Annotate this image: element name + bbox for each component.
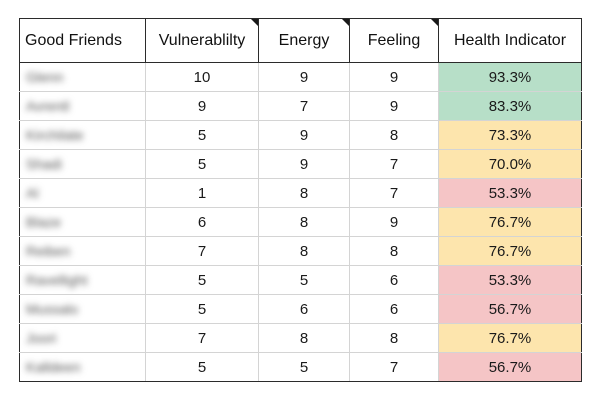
health-indicator-cell[interactable]: 73.3% [438, 120, 582, 150]
header-vulnerability[interactable]: Vulnerablilty [145, 18, 259, 63]
energy-cell[interactable]: 8 [258, 178, 350, 208]
health-indicator-cell[interactable]: 53.3% [438, 178, 582, 208]
friend-name-blurred: Kirchilate [26, 126, 84, 143]
friend-name-cell[interactable]: Avrentl [19, 91, 146, 121]
energy-cell[interactable]: 8 [258, 207, 350, 237]
header-feeling[interactable]: Feeling [349, 18, 439, 63]
friend-name-blurred: Shadi [26, 155, 62, 172]
feeling-cell[interactable]: 9 [349, 207, 439, 237]
friend-name-cell[interactable]: Blaze [19, 207, 146, 237]
comment-indicator-icon[interactable] [251, 19, 258, 26]
energy-cell[interactable]: 8 [258, 236, 350, 266]
friend-name-blurred: Mussalo [26, 300, 79, 317]
header-row: Good Friends Vulnerablilty Energy Feelin… [19, 18, 582, 63]
vulnerability-cell[interactable]: 9 [145, 91, 259, 121]
spreadsheet-range: Good Friends Vulnerablilty Energy Feelin… [19, 18, 582, 382]
health-indicator-cell[interactable]: 76.7% [438, 207, 582, 237]
feeling-cell[interactable]: 6 [349, 294, 439, 324]
feeling-cell[interactable]: 8 [349, 236, 439, 266]
friend-name-blurred: Ravellight [26, 271, 88, 288]
feeling-cell[interactable]: 6 [349, 265, 439, 295]
vulnerability-cell[interactable]: 5 [145, 294, 259, 324]
feeling-cell[interactable]: 9 [349, 62, 439, 92]
energy-cell[interactable]: 8 [258, 323, 350, 353]
health-indicator-cell[interactable]: 56.7% [438, 294, 582, 324]
friend-name-blurred: Reiben [26, 242, 71, 259]
friend-name-cell[interactable]: Shadi [19, 149, 146, 179]
friend-name-blurred: Avrentl [26, 97, 70, 114]
friend-name-blurred: Joori [26, 329, 57, 346]
vulnerability-cell[interactable]: 7 [145, 236, 259, 266]
health-indicator-cell[interactable]: 76.7% [438, 323, 582, 353]
header-energy[interactable]: Energy [258, 18, 350, 63]
energy-cell[interactable]: 9 [258, 120, 350, 150]
vulnerability-cell[interactable]: 7 [145, 323, 259, 353]
table-body: Glenn 10 9 9 93.3% Avrentl 9 7 9 83.3% Kirchilate 5… [19, 62, 582, 382]
header-good-friends[interactable]: Good Friends [19, 18, 146, 63]
health-indicator-cell[interactable]: 70.0% [438, 149, 582, 179]
header-energy-label: Energy [278, 31, 330, 49]
friend-name-cell[interactable]: Reiben [19, 236, 146, 266]
health-indicator-cell[interactable]: 83.3% [438, 91, 582, 121]
table-row: Reiben 7 8 8 76.7% [19, 236, 582, 266]
feeling-cell[interactable]: 8 [349, 323, 439, 353]
health-indicator-cell[interactable]: 93.3% [438, 62, 582, 92]
health-indicator-cell[interactable]: 56.7% [438, 352, 582, 382]
feeling-cell[interactable]: 9 [349, 91, 439, 121]
energy-cell[interactable]: 7 [258, 91, 350, 121]
vulnerability-cell[interactable]: 10 [145, 62, 259, 92]
table-row: Mussalo 5 6 6 56.7% [19, 294, 582, 324]
vulnerability-cell[interactable]: 5 [145, 149, 259, 179]
friend-name-cell[interactable]: Glenn [19, 62, 146, 92]
table-row: Shadi 5 9 7 70.0% [19, 149, 582, 179]
table-row: Glenn 10 9 9 93.3% [19, 62, 582, 92]
table-row: Avrentl 9 7 9 83.3% [19, 91, 582, 121]
table-row: Al 1 8 7 53.3% [19, 178, 582, 208]
friend-name-blurred: Al [26, 184, 39, 201]
friend-name-blurred: Blaze [26, 213, 62, 230]
feeling-cell[interactable]: 8 [349, 120, 439, 150]
energy-cell[interactable]: 9 [258, 62, 350, 92]
header-feeling-label: Feeling [367, 31, 421, 49]
vulnerability-cell[interactable]: 5 [145, 120, 259, 150]
vulnerability-cell[interactable]: 6 [145, 207, 259, 237]
table-row: Kalldeen 5 5 7 56.7% [19, 352, 582, 382]
table-row: Kirchilate 5 9 8 73.3% [19, 120, 582, 150]
header-vulnerability-label: Vulnerablilty [158, 31, 246, 49]
friend-name-blurred: Kalldeen [26, 358, 81, 375]
friend-name-blurred: Glenn [26, 68, 64, 85]
vulnerability-cell[interactable]: 1 [145, 178, 259, 208]
friend-name-cell[interactable]: Ravellight [19, 265, 146, 295]
energy-cell[interactable]: 9 [258, 149, 350, 179]
vulnerability-cell[interactable]: 5 [145, 265, 259, 295]
friend-name-cell[interactable]: Joori [19, 323, 146, 353]
header-health-indicator[interactable]: Health Indicator [438, 18, 582, 63]
energy-cell[interactable]: 5 [258, 265, 350, 295]
feeling-cell[interactable]: 7 [349, 149, 439, 179]
table-row: Joori 7 8 8 76.7% [19, 323, 582, 353]
health-indicator-cell[interactable]: 53.3% [438, 265, 582, 295]
comment-indicator-icon[interactable] [342, 19, 349, 26]
feeling-cell[interactable]: 7 [349, 352, 439, 382]
comment-indicator-icon[interactable] [431, 19, 438, 26]
health-indicator-cell[interactable]: 76.7% [438, 236, 582, 266]
feeling-cell[interactable]: 7 [349, 178, 439, 208]
table-row: Ravellight 5 5 6 53.3% [19, 265, 582, 295]
friend-name-cell[interactable]: Kalldeen [19, 352, 146, 382]
friends-health-table: Good Friends Vulnerablilty Energy Feelin… [19, 18, 582, 382]
friend-name-cell[interactable]: Mussalo [19, 294, 146, 324]
energy-cell[interactable]: 5 [258, 352, 350, 382]
table-row: Blaze 6 8 9 76.7% [19, 207, 582, 237]
friend-name-cell[interactable]: Al [19, 178, 146, 208]
friend-name-cell[interactable]: Kirchilate [19, 120, 146, 150]
energy-cell[interactable]: 6 [258, 294, 350, 324]
vulnerability-cell[interactable]: 5 [145, 352, 259, 382]
